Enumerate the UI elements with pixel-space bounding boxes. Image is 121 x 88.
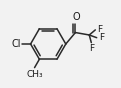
Text: F: F bbox=[98, 25, 103, 34]
Text: O: O bbox=[72, 12, 80, 22]
Text: CH₃: CH₃ bbox=[26, 70, 43, 79]
Text: F: F bbox=[99, 33, 104, 42]
Text: Cl: Cl bbox=[11, 39, 21, 49]
Text: F: F bbox=[89, 44, 94, 53]
